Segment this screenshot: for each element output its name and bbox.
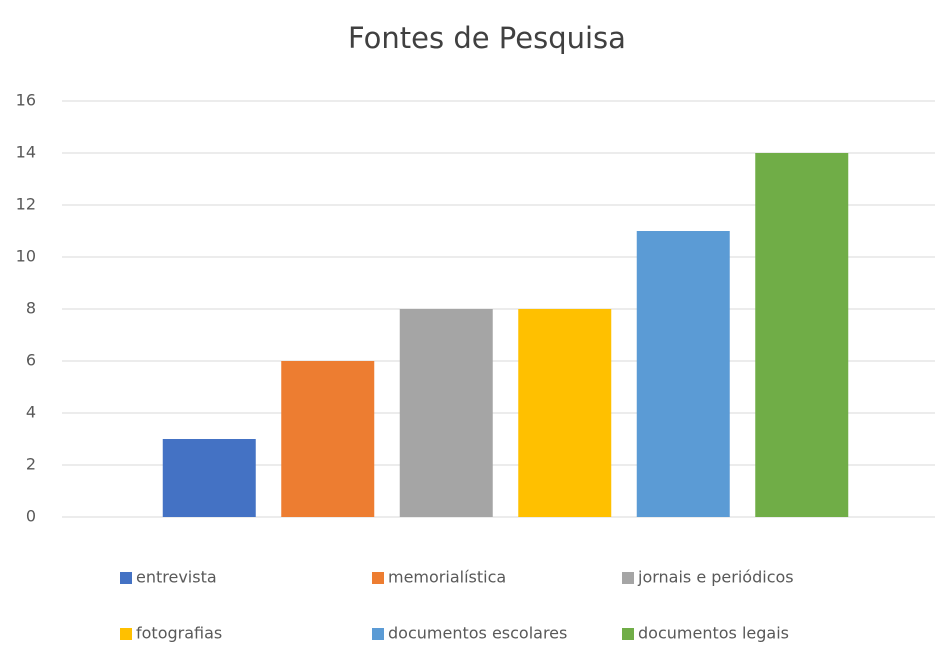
legend-label: fotografias <box>136 624 222 643</box>
bar <box>518 309 612 517</box>
legend-swatch <box>622 572 634 584</box>
legend-swatch <box>372 572 384 584</box>
y-tick-label: 6 <box>26 351 36 370</box>
y-tick-label: 16 <box>16 91 36 110</box>
y-tick-label: 8 <box>26 299 36 318</box>
bar <box>281 361 375 517</box>
bar <box>162 439 256 517</box>
y-tick-label: 14 <box>16 143 36 162</box>
legend-label: documentos escolares <box>388 624 567 643</box>
y-tick-label: 10 <box>16 247 36 266</box>
y-tick-label: 0 <box>26 507 36 526</box>
bar <box>399 309 493 517</box>
legend-label: documentos legais <box>638 624 789 643</box>
chart-title: Fontes de Pesquisa <box>348 21 626 55</box>
legend-label: entrevista <box>136 568 217 587</box>
y-tick-label: 12 <box>16 195 36 214</box>
legend-swatch <box>372 628 384 640</box>
legend-swatch <box>120 572 132 584</box>
bar <box>755 153 849 517</box>
y-tick-label: 2 <box>26 455 36 474</box>
y-tick-label: 4 <box>26 403 36 422</box>
legend-label: jornais e periódicos <box>637 568 794 587</box>
legend-label: memorialística <box>388 568 506 587</box>
bar <box>636 231 730 517</box>
legend-swatch <box>120 628 132 640</box>
legend-swatch <box>622 628 634 640</box>
